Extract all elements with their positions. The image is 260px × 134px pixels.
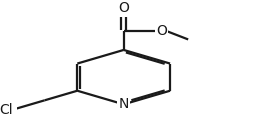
Text: Cl: Cl (0, 103, 13, 117)
Text: O: O (118, 1, 129, 15)
Text: N: N (119, 97, 129, 111)
Text: O: O (156, 24, 167, 38)
